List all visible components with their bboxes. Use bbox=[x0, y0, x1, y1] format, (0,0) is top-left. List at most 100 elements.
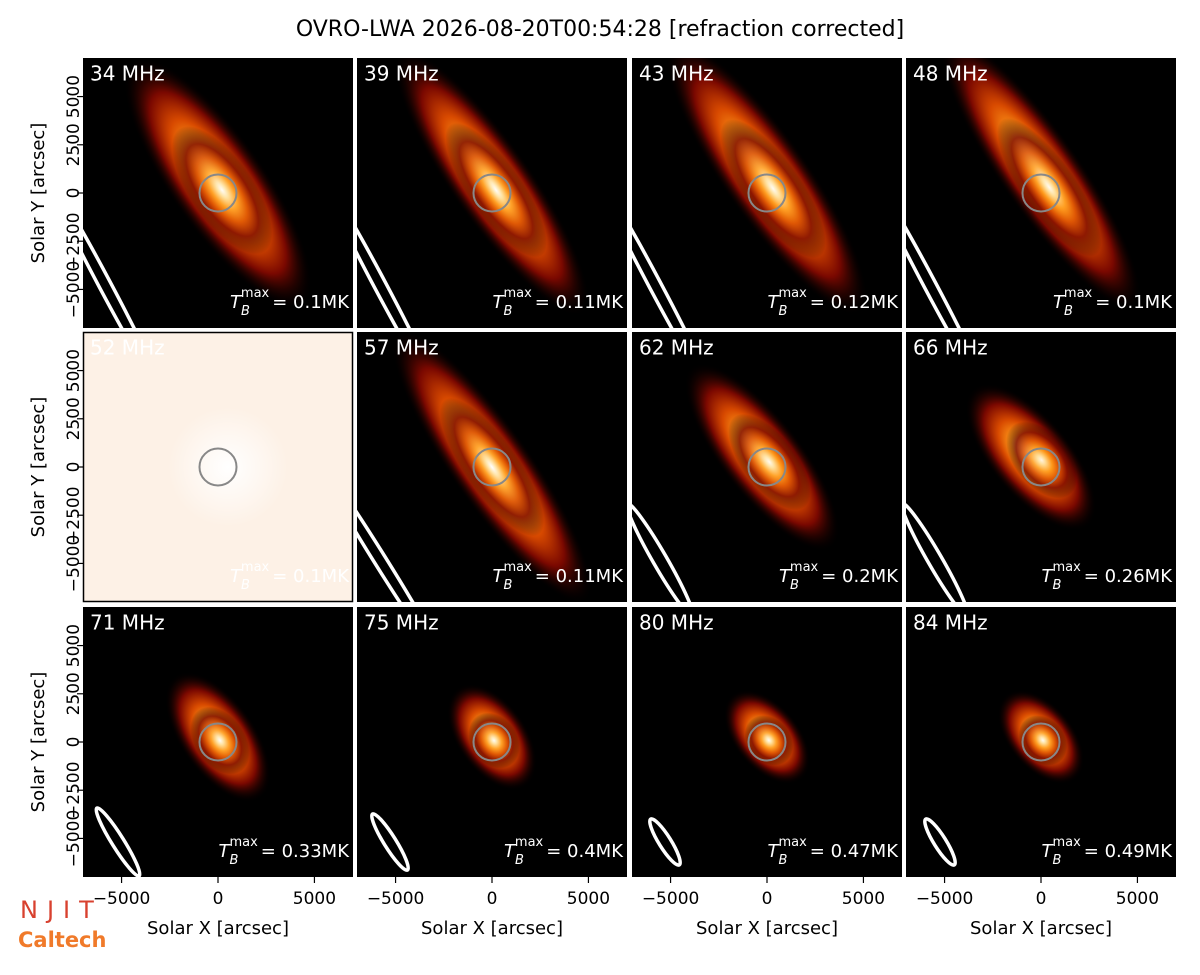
tb-max-label: TBmax = 0.1MK bbox=[230, 286, 350, 319]
tb-value: = 0.11MK bbox=[535, 566, 624, 587]
y-tick-label: 2500 bbox=[64, 397, 84, 440]
x-tick-label: 0 bbox=[762, 889, 773, 909]
tb-value: = 0.2MK bbox=[821, 566, 899, 587]
panel bbox=[357, 58, 627, 328]
tb-symbol: T bbox=[219, 841, 232, 862]
y-tick-label: −2500 bbox=[64, 212, 84, 270]
tb-value: = 0.26MK bbox=[1084, 566, 1173, 587]
y-axis-label: Solar Y [arcsec] bbox=[28, 397, 49, 538]
tb-sup: max bbox=[503, 286, 532, 301]
panel bbox=[83, 332, 353, 602]
panel bbox=[632, 607, 902, 877]
emission-core bbox=[439, 397, 545, 537]
tb-symbol: T bbox=[1042, 841, 1055, 862]
tb-sup: max bbox=[515, 835, 544, 850]
tb-max-label: TBmax = 0.12MK bbox=[768, 286, 900, 319]
x-axis-label: Solar X [arcsec] bbox=[421, 918, 563, 939]
tb-max-label: TBmax = 0.11MK bbox=[493, 286, 625, 319]
tb-value: = 0.49MK bbox=[1084, 841, 1173, 862]
panel bbox=[906, 607, 1176, 877]
frequency-label: 52 MHz bbox=[90, 336, 165, 360]
tb-symbol: T bbox=[493, 292, 506, 313]
tb-max-label: TBmax = 0.49MK bbox=[1042, 835, 1174, 868]
panel bbox=[357, 607, 627, 877]
emission bbox=[168, 407, 288, 527]
frequency-label: 80 MHz bbox=[639, 611, 714, 635]
tb-sub: B bbox=[230, 853, 239, 868]
tb-symbol: T bbox=[493, 566, 506, 587]
y-axis-label: Solar Y [arcsec] bbox=[28, 672, 49, 813]
beam bbox=[923, 817, 957, 867]
tb-symbol: T bbox=[230, 566, 243, 587]
y-tick-label: 5000 bbox=[64, 624, 84, 667]
solar-disk bbox=[198, 447, 238, 487]
tb-value: = 0.1MK bbox=[272, 292, 350, 313]
y-tick-label: 5000 bbox=[64, 349, 84, 392]
solar-disk bbox=[198, 722, 238, 762]
x-axis-label: Solar X [arcsec] bbox=[696, 918, 838, 939]
solar-disk bbox=[747, 447, 787, 487]
y-tick-label: 0 bbox=[64, 462, 84, 473]
tb-sup: max bbox=[1052, 560, 1081, 575]
tb-sup: max bbox=[503, 560, 532, 575]
emission-core bbox=[728, 413, 811, 511]
tb-symbol: T bbox=[1042, 566, 1055, 587]
solar-disk bbox=[1021, 722, 1061, 762]
tb-symbol: T bbox=[230, 292, 243, 313]
frequency-label: 43 MHz bbox=[639, 62, 714, 86]
tb-sub: B bbox=[1053, 853, 1062, 868]
tb-sub: B bbox=[790, 578, 799, 593]
y-tick-label: 0 bbox=[64, 737, 84, 748]
beam bbox=[906, 501, 970, 602]
tb-sup: max bbox=[778, 835, 807, 850]
y-tick-label: −5000 bbox=[64, 810, 84, 868]
tb-max-label: TBmax = 0.47MK bbox=[768, 835, 900, 868]
tb-sup: max bbox=[778, 286, 807, 301]
x-tick-label: 0 bbox=[487, 889, 498, 909]
tb-symbol: T bbox=[1053, 292, 1066, 313]
tb-sub: B bbox=[504, 578, 513, 593]
beam bbox=[357, 177, 439, 328]
beam bbox=[83, 177, 164, 328]
y-tick-label: −5000 bbox=[64, 535, 84, 593]
frequency-label: 57 MHz bbox=[364, 336, 439, 360]
frequency-label: 84 MHz bbox=[913, 611, 988, 635]
beam bbox=[357, 456, 446, 602]
x-tick-label: 0 bbox=[1036, 889, 1047, 909]
solar-disk bbox=[198, 173, 238, 213]
frequency-label: 75 MHz bbox=[364, 611, 439, 635]
frequency-label: 48 MHz bbox=[913, 62, 988, 86]
frequency-label: 39 MHz bbox=[364, 62, 439, 86]
tb-max-label: TBmax = 0.1MK bbox=[230, 560, 350, 593]
panel bbox=[83, 607, 353, 877]
beam bbox=[94, 806, 142, 877]
tb-value: = 0.11MK bbox=[535, 292, 624, 313]
tb-symbol: T bbox=[779, 566, 792, 587]
panel bbox=[357, 332, 627, 602]
tb-value: = 0.12MK bbox=[810, 292, 899, 313]
x-tick-label: −5000 bbox=[916, 889, 974, 909]
y-tick-label: 2500 bbox=[64, 672, 84, 715]
solar-disk bbox=[472, 447, 512, 487]
emission-core bbox=[997, 117, 1102, 257]
figure-title: OVRO-LWA 2026-08-20T00:54:28 [refraction… bbox=[296, 17, 904, 42]
x-tick-label: 0 bbox=[213, 889, 224, 909]
emission-core bbox=[1006, 421, 1078, 499]
tb-sub: B bbox=[779, 853, 788, 868]
tb-sub: B bbox=[1053, 578, 1062, 593]
x-tick-label: 5000 bbox=[1116, 889, 1159, 909]
beam bbox=[632, 501, 695, 602]
x-axis-label: Solar X [arcsec] bbox=[147, 918, 289, 939]
tb-symbol: T bbox=[768, 292, 781, 313]
tb-sup: max bbox=[1052, 835, 1081, 850]
beam bbox=[906, 177, 989, 328]
solar-disk bbox=[747, 173, 787, 213]
x-tick-label: 5000 bbox=[293, 889, 336, 909]
tb-symbol: T bbox=[768, 841, 781, 862]
panel bbox=[632, 58, 902, 328]
emission-core bbox=[171, 126, 273, 255]
tb-sub: B bbox=[1064, 304, 1073, 319]
tb-max-label: TBmax = 0.26MK bbox=[1042, 560, 1174, 593]
tb-max-label: TBmax = 0.1MK bbox=[1053, 286, 1173, 319]
